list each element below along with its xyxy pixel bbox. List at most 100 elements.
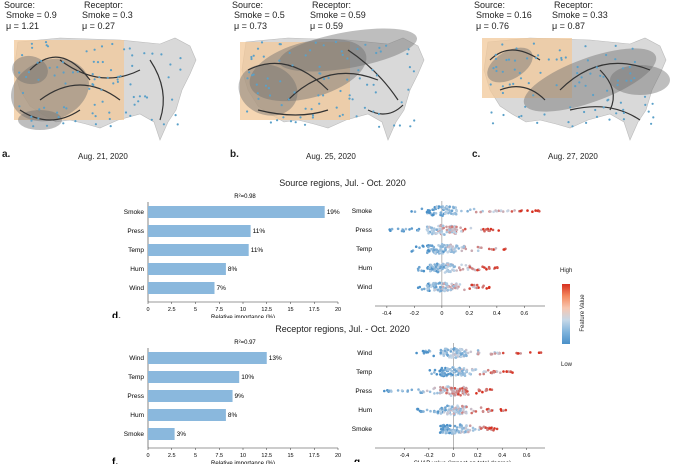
shap-point: [455, 209, 458, 213]
value-label: 7%: [217, 285, 227, 292]
shap-point: [474, 210, 478, 214]
shap-point: [431, 213, 434, 217]
shap-point: [455, 228, 459, 231]
shap-point: [468, 424, 472, 427]
shap-point: [455, 369, 458, 373]
shap-point: [439, 412, 443, 415]
shap-point: [445, 373, 448, 377]
receptor-label: Receptor:: [312, 0, 352, 10]
shap-point: [443, 233, 446, 236]
shap-point: [442, 207, 446, 210]
station-dot: [628, 65, 631, 69]
shap-point: [479, 427, 483, 430]
colorbar-high-label: High: [560, 268, 573, 274]
station-dot: [622, 108, 625, 111]
station-dot: [507, 58, 511, 61]
station-dot: [138, 95, 141, 98]
station-dot: [116, 78, 119, 81]
feature-label: Smoke: [352, 426, 373, 433]
category-label: Smoke: [124, 209, 145, 216]
source-section-title: Source regions, Jul. - Oct. 2020: [279, 178, 406, 188]
station-dot: [71, 71, 75, 74]
station-dot: [56, 66, 59, 69]
shap-point: [452, 412, 456, 416]
station-dot: [30, 115, 33, 118]
station-dot: [371, 68, 374, 72]
shap-point: [455, 282, 458, 286]
trajectory-line: [347, 49, 399, 101]
category-label: Press: [127, 228, 144, 235]
station-dot: [278, 59, 281, 62]
shap-point: [419, 391, 422, 394]
station-dot: [338, 115, 341, 118]
shap-point: [448, 231, 451, 234]
station-dot: [494, 53, 497, 57]
shap-point: [498, 352, 502, 355]
shap-point: [475, 286, 479, 290]
shap-point: [487, 247, 491, 251]
category-label: Wind: [129, 285, 144, 292]
shap-point: [457, 353, 461, 357]
shap-point: [461, 267, 465, 271]
station-dot: [378, 46, 381, 50]
station-dot: [304, 107, 307, 110]
shap-point: [448, 205, 451, 208]
station-dot: [64, 82, 67, 85]
shap-point: [432, 282, 435, 285]
x-tick-label: 5: [194, 307, 197, 313]
trajectory-line: [39, 84, 121, 101]
shap-point: [470, 411, 473, 415]
shap-point: [537, 351, 541, 354]
x-axis-title: Relative importance (%): [211, 315, 275, 318]
shap-point: [463, 354, 466, 358]
station-dot: [567, 121, 570, 124]
feature-label: Press: [355, 227, 372, 234]
station-dot: [348, 97, 351, 100]
shap-point: [474, 268, 477, 272]
station-dot: [257, 97, 260, 100]
shap-point: [410, 210, 413, 213]
shap-point: [452, 206, 456, 209]
shap-point: [439, 245, 443, 248]
shap-point: [469, 407, 473, 411]
station-dot: [372, 110, 375, 113]
shap-point: [464, 426, 468, 430]
station-dot: [578, 81, 581, 84]
station-dot: [45, 124, 49, 127]
shap-point: [493, 266, 497, 269]
shap-point: [451, 263, 454, 267]
station-dot: [310, 108, 313, 111]
shap-point: [450, 386, 453, 390]
station-dot: [267, 87, 270, 90]
station-dot: [372, 83, 375, 86]
station-dot: [62, 106, 66, 109]
shap-point: [430, 247, 433, 251]
station-dot: [291, 64, 294, 67]
category-label: Press: [127, 393, 144, 400]
shap-point: [455, 391, 458, 394]
x-tick-label: 0.4: [493, 311, 501, 315]
shap-point: [416, 229, 420, 232]
station-dot: [145, 96, 149, 99]
station-dot: [334, 40, 337, 44]
shap-point: [463, 288, 466, 292]
bar-smoke: [148, 206, 325, 218]
source-label: Source:: [4, 0, 36, 10]
source-shap-beeswarm: SmokePressTempHumWind-0.4-0.200.20.40.6S…: [352, 201, 545, 315]
shap-point: [501, 210, 505, 213]
panel-letter: b.: [230, 149, 239, 160]
station-dot: [606, 99, 609, 102]
station-dot: [294, 121, 297, 124]
us-map-2: [238, 28, 425, 141]
shap-point: [478, 373, 482, 376]
shap-point: [492, 371, 496, 374]
shap-point: [445, 423, 449, 427]
shap-point: [438, 431, 442, 434]
station-dot: [74, 120, 77, 123]
shap-point: [460, 263, 463, 267]
source-mu-value: μ = 0.73: [234, 21, 267, 31]
shap-point: [419, 410, 423, 414]
shap-point: [451, 392, 454, 395]
shap-point: [441, 224, 445, 228]
shap-point: [439, 247, 443, 250]
